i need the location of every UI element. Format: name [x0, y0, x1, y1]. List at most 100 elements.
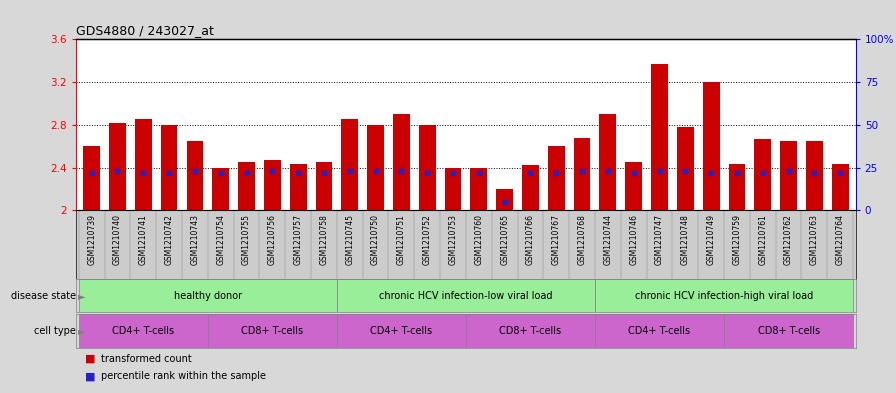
Text: GSM1210750: GSM1210750 — [371, 214, 380, 265]
Point — [755, 169, 770, 176]
Bar — [470, 167, 487, 210]
Bar — [677, 127, 694, 210]
Bar — [728, 164, 745, 210]
Text: GSM1210755: GSM1210755 — [242, 214, 251, 265]
Bar — [522, 165, 538, 210]
Point — [239, 169, 254, 176]
Text: ■: ■ — [85, 371, 96, 381]
Bar — [186, 141, 203, 210]
Bar — [208, 314, 337, 348]
Text: GSM1210751: GSM1210751 — [397, 214, 406, 264]
Text: GSM1210759: GSM1210759 — [732, 214, 742, 265]
Text: transformed count: transformed count — [101, 354, 192, 364]
Bar — [831, 164, 849, 210]
Bar — [724, 314, 853, 348]
Point — [110, 168, 125, 174]
Text: GSM1210741: GSM1210741 — [139, 214, 148, 264]
Text: CD4+ T-cells: CD4+ T-cells — [112, 326, 175, 336]
Bar — [79, 314, 208, 348]
Point — [84, 169, 99, 176]
Bar — [83, 146, 100, 210]
Point — [291, 169, 306, 176]
Text: GSM1210753: GSM1210753 — [449, 214, 458, 265]
Point — [213, 169, 228, 176]
Text: CD8+ T-cells: CD8+ T-cells — [757, 326, 820, 336]
Point — [420, 169, 435, 176]
Text: GSM1210743: GSM1210743 — [190, 214, 200, 265]
Bar — [595, 314, 724, 348]
Text: GSM1210757: GSM1210757 — [294, 214, 303, 265]
Text: GSM1210746: GSM1210746 — [629, 214, 638, 265]
Point — [600, 168, 615, 174]
Bar — [79, 279, 337, 312]
Text: GSM1210739: GSM1210739 — [87, 214, 96, 265]
Text: GSM1210740: GSM1210740 — [113, 214, 122, 265]
Bar — [341, 119, 358, 210]
Text: GSM1210754: GSM1210754 — [216, 214, 225, 265]
Text: GSM1210763: GSM1210763 — [810, 214, 819, 265]
Text: GSM1210744: GSM1210744 — [603, 214, 612, 265]
Text: GSM1210767: GSM1210767 — [552, 214, 561, 265]
Point — [833, 169, 848, 176]
Text: GSM1210742: GSM1210742 — [165, 214, 174, 264]
Point — [342, 168, 357, 174]
Bar — [496, 189, 513, 210]
Bar — [573, 138, 590, 210]
Point — [446, 169, 461, 176]
Text: GSM1210766: GSM1210766 — [526, 214, 535, 265]
Text: CD4+ T-cells: CD4+ T-cells — [370, 326, 433, 336]
Text: GSM1210762: GSM1210762 — [784, 214, 793, 264]
Point — [678, 168, 693, 174]
Point — [781, 168, 796, 174]
Text: healthy donor: healthy donor — [174, 291, 242, 301]
Text: GDS4880 / 243027_at: GDS4880 / 243027_at — [76, 24, 214, 37]
Bar — [135, 119, 151, 210]
Text: CD8+ T-cells: CD8+ T-cells — [241, 326, 304, 336]
Point — [162, 169, 177, 176]
Text: GSM1210745: GSM1210745 — [345, 214, 354, 265]
Text: GSM1210765: GSM1210765 — [500, 214, 509, 265]
Point — [265, 168, 280, 174]
Bar — [264, 160, 280, 210]
Text: ■: ■ — [85, 354, 96, 364]
Bar — [780, 141, 797, 210]
Bar — [238, 162, 254, 210]
Point — [729, 169, 744, 176]
Bar — [393, 114, 409, 210]
Point — [549, 169, 564, 176]
Bar — [466, 314, 595, 348]
Text: GSM1210747: GSM1210747 — [655, 214, 664, 265]
Point — [394, 168, 409, 174]
Bar — [337, 279, 595, 312]
Point — [626, 169, 641, 176]
Bar — [806, 141, 823, 210]
Text: percentile rank within the sample: percentile rank within the sample — [101, 371, 266, 381]
Point — [652, 168, 667, 174]
Point — [497, 198, 512, 205]
Point — [471, 169, 486, 176]
Text: GSM1210756: GSM1210756 — [268, 214, 277, 265]
Text: GSM1210761: GSM1210761 — [758, 214, 767, 264]
Point — [807, 169, 822, 176]
Text: chronic HCV infection-high viral load: chronic HCV infection-high viral load — [635, 291, 814, 301]
Text: GSM1210764: GSM1210764 — [836, 214, 845, 265]
Text: GSM1210749: GSM1210749 — [707, 214, 716, 265]
Bar — [289, 164, 306, 210]
Bar — [212, 167, 229, 210]
Text: disease state: disease state — [11, 291, 75, 301]
Point — [188, 168, 202, 174]
Point — [136, 169, 151, 176]
Text: GSM1210758: GSM1210758 — [320, 214, 329, 264]
Text: GSM1210760: GSM1210760 — [474, 214, 483, 265]
Point — [317, 169, 332, 176]
Bar — [754, 139, 771, 210]
Bar — [160, 125, 177, 210]
Text: ►: ► — [78, 326, 85, 336]
Point — [523, 169, 538, 176]
Bar — [109, 123, 125, 210]
Bar — [625, 162, 642, 210]
Bar — [367, 125, 384, 210]
Bar — [315, 162, 332, 210]
Text: GSM1210752: GSM1210752 — [423, 214, 432, 264]
Point — [704, 169, 719, 176]
